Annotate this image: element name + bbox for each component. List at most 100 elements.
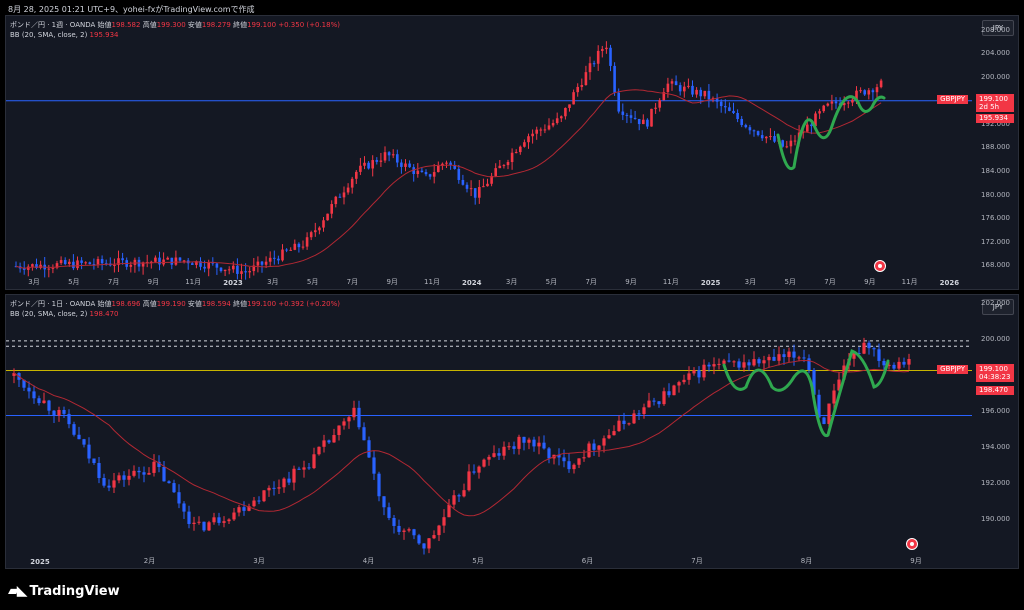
candle[interactable] [379, 160, 383, 162]
candle[interactable] [232, 265, 235, 270]
candle[interactable] [875, 87, 879, 93]
candle[interactable] [658, 100, 661, 108]
candle[interactable] [842, 103, 846, 106]
candle[interactable] [367, 162, 370, 169]
candle[interactable] [346, 187, 350, 193]
candle[interactable] [317, 446, 321, 455]
candle[interactable] [852, 353, 856, 359]
candle[interactable] [112, 480, 116, 488]
candle[interactable] [642, 407, 646, 415]
candle[interactable] [51, 267, 55, 269]
candle[interactable] [162, 259, 165, 265]
daily-chart-pane[interactable]: ポンド／円 · 1日 · OANDA 始値198.696 高値199.190 安… [5, 294, 1019, 569]
candle[interactable] [392, 517, 396, 526]
candle[interactable] [577, 458, 581, 465]
drawn-pattern-line[interactable] [722, 349, 890, 438]
candle[interactable] [152, 461, 156, 473]
daily-price-axis[interactable]: 202.000200.000198.000196.000194.000192.0… [972, 295, 1018, 568]
candle[interactable] [744, 125, 748, 128]
candle[interactable] [350, 178, 354, 188]
candle[interactable] [445, 162, 448, 164]
candle[interactable] [461, 179, 465, 185]
candle[interactable] [862, 342, 866, 354]
candle[interactable] [662, 391, 666, 405]
candle[interactable] [442, 517, 446, 526]
candle[interactable] [646, 119, 649, 127]
candle[interactable] [487, 456, 491, 460]
candle[interactable] [555, 118, 559, 124]
candle[interactable] [596, 50, 600, 64]
candle[interactable] [257, 500, 261, 502]
candle[interactable] [217, 517, 221, 523]
candle[interactable] [465, 184, 469, 189]
candle[interactable] [695, 89, 698, 95]
candle[interactable] [252, 265, 256, 272]
candle[interactable] [412, 167, 415, 175]
candle[interactable] [177, 492, 181, 504]
candle[interactable] [629, 115, 633, 118]
candle[interactable] [662, 92, 666, 101]
candle[interactable] [372, 457, 376, 474]
daily-symbol-title[interactable]: ポンド／円 · 1日 · OANDA [10, 300, 96, 308]
candle[interactable] [469, 188, 473, 190]
candle[interactable] [277, 487, 281, 489]
candle[interactable] [282, 478, 286, 488]
candle[interactable] [122, 475, 126, 480]
candle[interactable] [752, 130, 756, 132]
candle[interactable] [531, 133, 534, 137]
candle[interactable] [785, 146, 789, 148]
candle[interactable] [621, 111, 625, 115]
candle[interactable] [264, 261, 268, 265]
candle[interactable] [334, 196, 338, 205]
candle[interactable] [523, 142, 526, 147]
currency-button[interactable]: JPY [982, 299, 1014, 315]
candle[interactable] [197, 521, 201, 523]
candle[interactable] [80, 260, 83, 263]
candle[interactable] [719, 101, 723, 107]
candle[interactable] [527, 136, 530, 143]
candle[interactable] [428, 174, 432, 177]
candle[interactable] [447, 504, 451, 518]
candle[interactable] [84, 262, 87, 264]
candle[interactable] [187, 511, 191, 524]
candle[interactable] [420, 170, 424, 173]
weekly-symbol-title[interactable]: ポンド／円 · 1週 · OANDA [10, 21, 96, 29]
candle[interactable] [457, 495, 461, 497]
candle[interactable] [847, 102, 850, 104]
tradingview-brand[interactable]: ▰◣ TradingView [8, 583, 120, 599]
candle[interactable] [514, 152, 518, 154]
candle[interactable] [167, 481, 171, 484]
candle[interactable] [59, 260, 63, 264]
candle[interactable] [732, 110, 735, 113]
candle[interactable] [814, 113, 817, 127]
candle[interactable] [67, 413, 71, 425]
candle[interactable] [551, 123, 555, 126]
bb-basis-line[interactable] [13, 359, 910, 517]
candle[interactable] [27, 387, 31, 392]
candle[interactable] [305, 237, 309, 247]
candle[interactable] [473, 188, 477, 198]
candle[interactable] [207, 262, 210, 269]
candle[interactable] [307, 467, 311, 469]
candle[interactable] [412, 529, 416, 536]
candle[interactable] [637, 413, 641, 415]
candle[interactable] [564, 107, 567, 117]
candle[interactable] [652, 400, 656, 402]
candle[interactable] [757, 359, 761, 364]
candle[interactable] [129, 264, 133, 267]
candle[interactable] [728, 107, 731, 111]
candle[interactable] [121, 258, 124, 261]
candle[interactable] [252, 500, 256, 507]
daily-time-axis[interactable]: 2025 2月 3月 4月 5月 6月 7月 8月 9月 [6, 554, 1018, 568]
candle[interactable] [247, 506, 251, 511]
candle[interactable] [568, 104, 571, 108]
candle[interactable] [822, 105, 825, 112]
candle[interactable] [424, 172, 428, 175]
weekly-price-axis[interactable]: 208.000204.000200.000196.000192.000188.0… [972, 16, 1018, 289]
candle[interactable] [337, 425, 341, 436]
candle[interactable] [622, 420, 626, 424]
candle[interactable] [732, 361, 736, 363]
candle[interactable] [202, 521, 206, 531]
candle[interactable] [632, 413, 636, 424]
candle[interactable] [826, 103, 830, 106]
